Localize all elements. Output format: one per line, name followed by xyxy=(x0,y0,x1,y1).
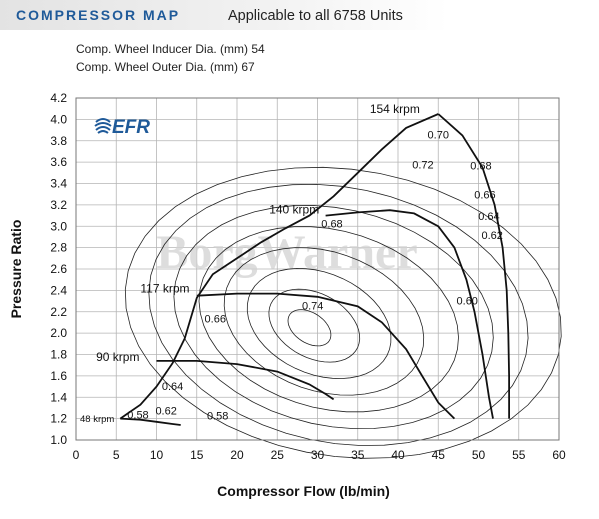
y-tick-label: 1.2 xyxy=(50,412,67,426)
y-tick-label: 3.6 xyxy=(50,155,67,169)
x-tick-label: 0 xyxy=(73,448,80,462)
efficiency-contour xyxy=(223,247,425,396)
y-axis-label: Pressure Ratio xyxy=(8,220,24,319)
efficiency-contour xyxy=(268,288,361,363)
y-tick-label: 2.2 xyxy=(50,305,67,319)
efficiency-label: 0.58 xyxy=(207,411,228,423)
efr-logo: EFR xyxy=(94,117,150,138)
efficiency-contour xyxy=(198,226,459,413)
speed-line xyxy=(120,417,181,426)
efficiency-label: 0.64 xyxy=(162,381,183,393)
y-tick-label: 2.8 xyxy=(50,241,67,255)
spec-inducer-diameter: Comp. Wheel Inducer Dia. (mm) 54 xyxy=(76,42,265,56)
y-tick-label: 4.0 xyxy=(50,112,67,126)
efficiency-label: 0.74 xyxy=(302,301,323,313)
speed-line xyxy=(437,113,511,419)
x-tick-label: 5 xyxy=(113,448,120,462)
speed-line-label: 90 krpm xyxy=(96,350,139,364)
efficiency-label: 0.64 xyxy=(478,211,499,223)
logo-text: EFR xyxy=(112,117,150,138)
efficiency-label: 0.62 xyxy=(481,230,502,242)
x-tick-label: 55 xyxy=(512,448,526,462)
swirl-icon xyxy=(94,118,112,134)
speed-line xyxy=(156,359,335,401)
efficiency-label: 0.70 xyxy=(428,130,449,142)
efficiency-contour xyxy=(173,205,494,430)
watermark-text: BorgWarner xyxy=(156,226,417,279)
x-tick-label: 50 xyxy=(472,448,486,462)
speed-line-label: 117 krpm xyxy=(140,282,189,296)
x-tick-label: 40 xyxy=(391,448,405,462)
speed-line-label: 154 krpm xyxy=(370,102,420,116)
efficiency-label: 0.60 xyxy=(457,295,478,307)
x-axis-label: Compressor Flow (lb/min) xyxy=(217,483,390,499)
header-band xyxy=(0,0,599,30)
x-tick-label: 10 xyxy=(150,448,164,462)
y-tick-label: 1.4 xyxy=(50,390,67,404)
surge-line xyxy=(119,113,439,420)
efficiency-contour xyxy=(148,183,529,446)
y-tick-label: 4.2 xyxy=(50,91,67,105)
speed-line xyxy=(325,209,494,419)
efficiency-label: 0.68 xyxy=(321,218,342,230)
efficiency-label: 0.62 xyxy=(155,405,176,417)
efficiency-label: 0.66 xyxy=(205,313,226,325)
x-tick-label: 35 xyxy=(351,448,365,462)
efficiency-contour xyxy=(124,166,562,459)
y-tick-label: 2.0 xyxy=(50,326,67,340)
y-tick-label: 3.2 xyxy=(50,198,67,212)
page-title: COMPRESSOR MAP xyxy=(16,7,181,23)
y-tick-label: 1.6 xyxy=(50,369,67,383)
y-tick-label: 3.4 xyxy=(50,177,67,191)
x-tick-label: 25 xyxy=(271,448,285,462)
y-tick-label: 3.0 xyxy=(50,219,67,233)
efficiency-label: 0.68 xyxy=(470,161,491,173)
y-tick-label: 1.8 xyxy=(50,348,67,362)
y-tick-label: 2.4 xyxy=(50,283,67,297)
speed-line-label: 48 krpm xyxy=(80,414,114,425)
spec-outer-diameter: Comp. Wheel Outer Dia. (mm) 67 xyxy=(76,60,255,74)
efficiency-contour xyxy=(246,267,392,380)
y-tick-label: 2.6 xyxy=(50,262,67,276)
x-tick-label: 15 xyxy=(190,448,204,462)
efficiency-label: 0.66 xyxy=(474,189,495,201)
efficiency-label: 0.72 xyxy=(412,160,433,172)
efficiency-label: 0.58 xyxy=(127,410,148,422)
x-tick-label: 45 xyxy=(432,448,446,462)
y-tick-label: 1.0 xyxy=(50,433,67,447)
axes: 0 5 10 15 20 25 30 35 40 45 50 55 60 1.0 1.2 1.4 1.6 1.8 2… xyxy=(8,91,566,499)
efficiency-islands xyxy=(124,166,562,459)
chart-labels: 48 krpm 90 krpm 117 krpm 140 krpm 154 krpm 0.… xyxy=(80,102,503,425)
x-tick-label: 60 xyxy=(552,448,566,462)
y-tick-label: 3.8 xyxy=(50,134,67,148)
speed-lines xyxy=(119,113,511,426)
efficiency-contour xyxy=(287,309,332,347)
plot-frame xyxy=(75,97,560,441)
speed-line xyxy=(196,292,456,420)
x-tick-label: 20 xyxy=(230,448,244,462)
speed-line-label: 140 krpm xyxy=(269,202,319,216)
page-subtitle: Applicable to all 6758 Units xyxy=(228,8,403,24)
x-tick-label: 30 xyxy=(311,448,325,462)
